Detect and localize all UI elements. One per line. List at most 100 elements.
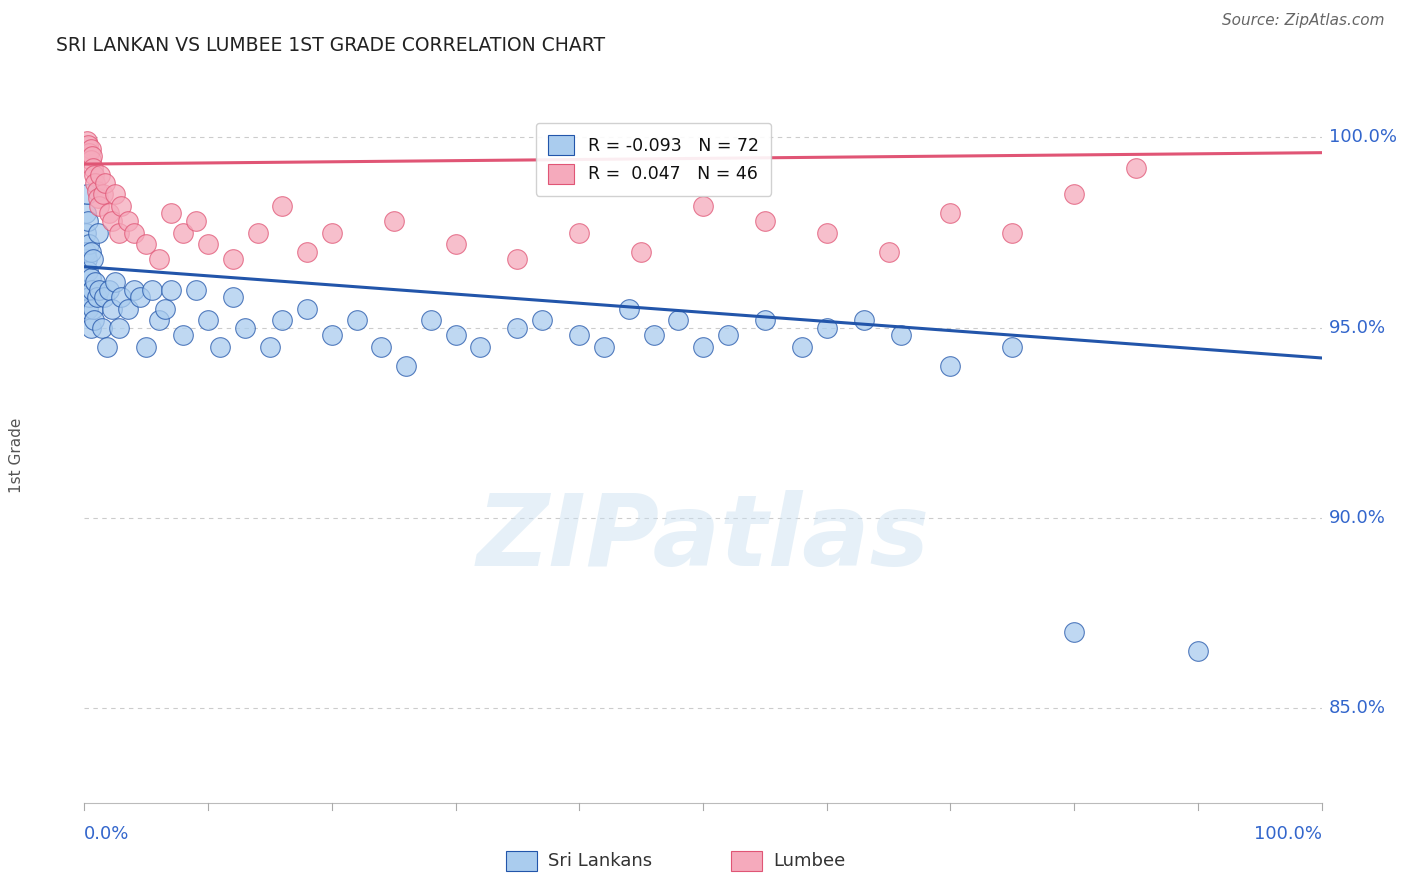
Point [86,290,108,304]
Point [815,226,838,240]
Point [90,320,112,334]
Point [96,340,118,354]
Point [76,252,98,266]
Point [79,290,101,304]
Point [1125,161,1147,175]
Text: 0.0%: 0.0% [84,825,129,843]
Point [568,328,591,343]
Point [717,328,740,343]
Point [80,283,103,297]
Point [666,313,689,327]
Text: SRI LANKAN VS LUMBEE 1ST GRADE CORRELATION CHART: SRI LANKAN VS LUMBEE 1ST GRADE CORRELATI… [56,36,606,54]
Point [108,226,131,240]
Text: 1st Grade: 1st Grade [10,417,24,492]
Point [1187,644,1209,658]
Point [141,283,163,297]
Point [77,138,100,153]
Point [108,320,131,334]
Point [83,169,105,183]
Point [89,199,111,213]
Point [271,199,294,213]
Point [852,313,875,327]
Point [83,313,105,327]
Point [76,187,98,202]
Point [79,142,101,156]
Point [815,320,838,334]
Point [939,206,962,220]
Point [75,206,97,220]
Point [877,244,900,259]
Point [531,313,554,327]
Point [135,236,157,251]
Point [419,313,441,327]
Point [233,320,256,334]
Point [754,214,776,228]
Point [630,244,652,259]
Point [79,145,101,160]
Point [148,313,170,327]
Point [593,340,616,354]
Point [75,244,97,259]
Text: Source: ZipAtlas.com: Source: ZipAtlas.com [1222,13,1385,29]
Point [84,176,107,190]
Point [692,340,714,354]
Point [148,252,170,266]
Point [77,301,100,316]
Point [80,149,103,163]
Point [184,283,207,297]
Point [321,328,343,343]
Point [100,214,122,228]
Legend: R = -0.093   N = 72, R =  0.047   N = 46: R = -0.093 N = 72, R = 0.047 N = 46 [536,123,770,195]
Point [370,340,392,354]
Point [129,290,152,304]
Point [395,359,418,373]
Point [82,161,104,175]
Point [82,252,104,266]
Point [617,301,640,316]
Point [246,226,269,240]
Point [1001,226,1024,240]
Point [1063,187,1085,202]
Point [98,206,121,220]
Text: Sri Lankans: Sri Lankans [548,852,652,870]
Point [87,226,110,240]
Point [506,252,529,266]
Point [110,199,132,213]
Point [100,301,122,316]
Point [197,236,219,251]
Point [890,328,912,343]
Point [93,290,115,304]
Text: 100.0%: 100.0% [1254,825,1322,843]
Point [184,214,207,228]
Point [295,301,318,316]
Point [89,169,111,183]
Text: 95.0%: 95.0% [1329,318,1386,336]
Point [382,214,405,228]
Point [754,313,776,327]
Point [77,214,100,228]
Point [91,187,114,202]
Point [692,199,714,213]
Point [104,275,127,289]
Point [79,271,101,285]
Text: 85.0%: 85.0% [1329,698,1386,717]
Point [76,134,98,148]
Text: 100.0%: 100.0% [1329,128,1396,146]
Point [122,226,145,240]
Point [135,340,157,354]
Point [82,301,104,316]
Point [77,263,100,277]
Point [222,252,245,266]
Point [86,184,108,198]
Text: 90.0%: 90.0% [1329,508,1385,526]
Point [259,340,281,354]
Point [117,301,139,316]
Text: ZIPatlas: ZIPatlas [477,490,929,587]
Point [568,226,591,240]
Point [222,290,245,304]
Point [172,328,194,343]
Point [79,236,101,251]
Point [506,320,529,334]
Point [79,320,101,334]
Point [321,226,343,240]
